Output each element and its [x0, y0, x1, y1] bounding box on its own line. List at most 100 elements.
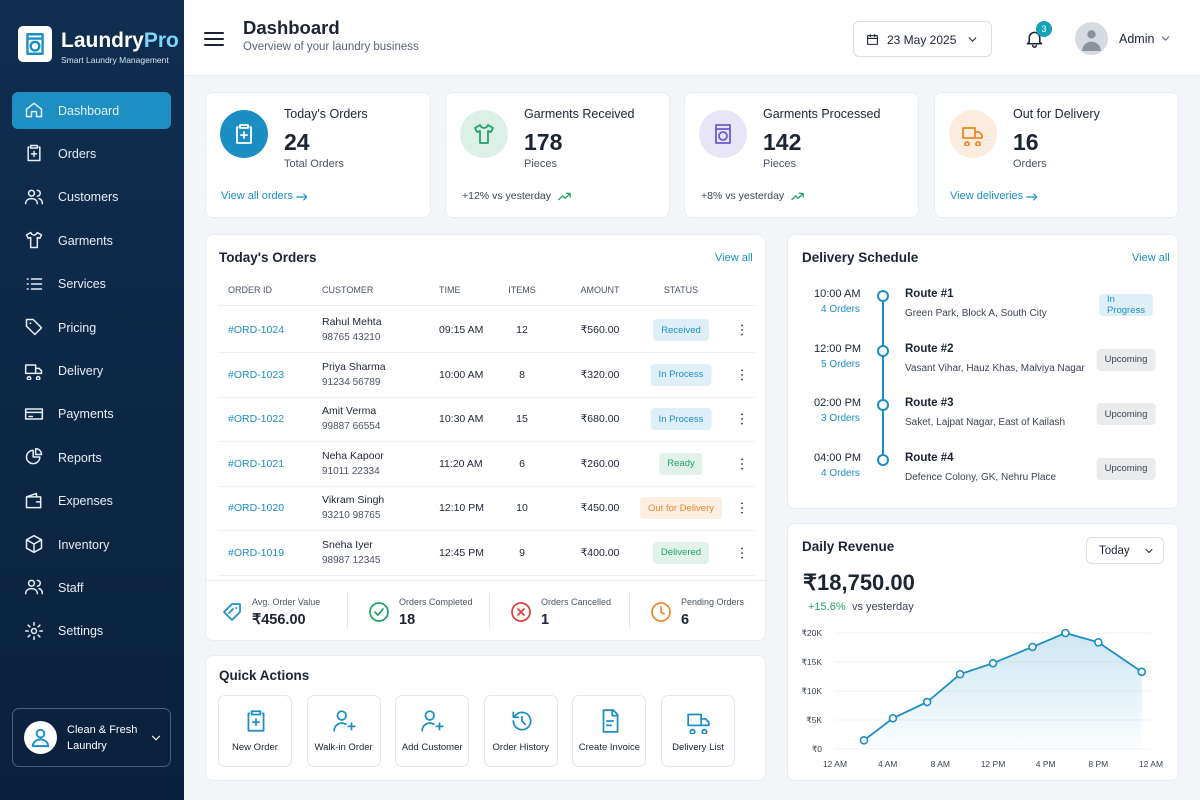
- page-subtitle: Overview of your laundry business: [243, 41, 419, 53]
- period-select[interactable]: Today: [1086, 537, 1164, 564]
- status-badge: Out for Delivery: [640, 497, 722, 519]
- account-avatar-icon-path: [31, 728, 50, 748]
- summary-label: Avg. Order Value: [252, 597, 321, 607]
- user-avatar-icon: [1082, 30, 1101, 51]
- nav-item[interactable]: Inventory: [12, 526, 171, 563]
- nav-item[interactable]: Reports: [12, 439, 171, 476]
- revenue-change-note: vs yesterday: [852, 601, 914, 613]
- nav-icon: [27, 145, 41, 162]
- nav-item[interactable]: Staff: [12, 569, 171, 606]
- row-menu[interactable]: [734, 545, 750, 561]
- nav-icon: [24, 189, 44, 205]
- stat-unit: Pieces: [763, 158, 797, 170]
- revenue-chart: ₹0 ₹5K ₹10K ₹15K ₹20K 12 AM 4 AM 8 AM 12 PM 4 PM 8…: [801, 628, 1163, 769]
- nav-item[interactable]: Services: [12, 266, 171, 303]
- column-header: AMOUNT: [580, 285, 620, 295]
- customer-name: Rahul Mehta: [322, 316, 382, 328]
- nav-item[interactable]: Customers: [12, 179, 171, 216]
- nav-label: Payments: [58, 407, 114, 422]
- view-all-link[interactable]: View all: [1132, 252, 1170, 264]
- customer-name: Amit Verma: [322, 405, 377, 417]
- quick-action[interactable]: New Order: [218, 695, 292, 767]
- nav-item[interactable]: Delivery: [12, 352, 171, 389]
- x-tick-label: 4 AM: [878, 759, 897, 769]
- quick-action[interactable]: Walk-in Order: [306, 695, 381, 767]
- column-header: TIME: [439, 285, 461, 295]
- header-divider: [218, 305, 755, 306]
- user-avatar[interactable]: [1075, 22, 1108, 55]
- row-divider: [218, 441, 755, 442]
- customer-name: Sneha Iyer: [322, 538, 373, 551]
- nav-item[interactable]: Settings: [12, 613, 171, 650]
- nav-item[interactable]: Dashboard: [12, 92, 171, 129]
- row-menu[interactable]: [734, 500, 750, 516]
- nav-icon-path: [25, 492, 42, 509]
- stat-link-arrow: [1026, 193, 1038, 201]
- nav-icon: [25, 448, 43, 465]
- quick-action[interactable]: Delivery List: [661, 695, 735, 767]
- account-switcher[interactable]: Clean & Fresh Laundry: [12, 708, 171, 767]
- nav-item[interactable]: Garments: [12, 222, 171, 259]
- stat-trend-icon: [791, 192, 804, 201]
- nav-icon-path: [24, 189, 44, 205]
- quick-action[interactable]: Create Invoice: [572, 695, 647, 767]
- stat-unit: Orders: [1013, 158, 1047, 170]
- panel-title: Quick Actions: [219, 668, 310, 683]
- quick-actions-panel: Quick Actions New Order Walk-in Order Add C…: [205, 655, 766, 781]
- nav-label: Services: [58, 277, 106, 292]
- quick-action[interactable]: Order History: [483, 695, 558, 767]
- order-id: #ORD-1021: [228, 457, 285, 470]
- menu-button[interactable]: [202, 27, 226, 51]
- stat-trend: +12% vs yesterday: [462, 190, 552, 202]
- stat-title: Today's Orders: [284, 107, 368, 121]
- nav-item[interactable]: Payments: [12, 396, 171, 433]
- timeline-line: [882, 295, 884, 460]
- nav-item[interactable]: Pricing: [12, 309, 171, 346]
- nav-label: Orders: [58, 146, 97, 161]
- date-picker[interactable]: 23 May 2025: [853, 21, 992, 57]
- revenue-change: +15.6%: [808, 601, 846, 613]
- column-header: CUSTOMER: [322, 285, 374, 295]
- revenue-point: [1061, 628, 1070, 638]
- nav-icon-path: [24, 408, 44, 420]
- y-tick-label: ₹10K: [801, 686, 822, 696]
- column-header: ORDER ID: [228, 285, 273, 295]
- sidebar: LaundryPro Smart Laundry Management Dashbo…: [0, 0, 184, 800]
- stat-link[interactable]: View deliveries: [950, 190, 1024, 202]
- stat-value: 16: [1013, 129, 1039, 155]
- route-areas: Green Park, Block A, South City: [905, 308, 1047, 319]
- row-menu[interactable]: [734, 411, 750, 427]
- row-menu[interactable]: [734, 322, 750, 338]
- stat-icon-glyph-path: [962, 127, 983, 146]
- stat-card: Out for Delivery 16 Orders View deliveries: [934, 92, 1179, 218]
- nav-item[interactable]: Expenses: [12, 483, 171, 520]
- quick-action[interactable]: Add Customer: [395, 695, 470, 767]
- stat-trend-icon: [558, 192, 571, 201]
- panel-title: Daily Revenue: [802, 539, 895, 554]
- route-orders: 5 Orders: [821, 358, 860, 370]
- stat-trend: +8% vs yesterday: [701, 190, 785, 202]
- customer-phone: 91234 56789: [322, 376, 381, 388]
- delivery-panel: Delivery Schedule View all 10:00 AM 4 Order…: [787, 234, 1179, 509]
- revenue-point: [1028, 642, 1037, 652]
- row-divider: [218, 352, 755, 353]
- order-id: #ORD-1023: [228, 368, 285, 381]
- row-menu[interactable]: [734, 456, 750, 472]
- date-chevron: [968, 37, 977, 42]
- route-time: 10:00 AM: [814, 288, 861, 300]
- brand-name: LaundryPro: [61, 29, 179, 53]
- summary-divider: [206, 580, 767, 581]
- route-status: Upcoming: [1096, 457, 1156, 480]
- route-orders: 3 Orders: [821, 413, 860, 424]
- summary-icon-path: [511, 602, 531, 622]
- quick-action-icon-path: [603, 709, 619, 733]
- stat-link[interactable]: View all orders: [221, 190, 293, 202]
- row-menu[interactable]: [734, 367, 750, 383]
- nav-item[interactable]: Orders: [12, 135, 171, 172]
- stat-unit: Total Orders: [284, 158, 344, 170]
- notification-count: 3: [1036, 21, 1052, 37]
- date-chevron-path: [968, 37, 977, 42]
- view-all-link[interactable]: View all: [715, 252, 753, 264]
- x-tick-label: 12 AM: [823, 759, 847, 769]
- order-items: 6: [519, 457, 525, 470]
